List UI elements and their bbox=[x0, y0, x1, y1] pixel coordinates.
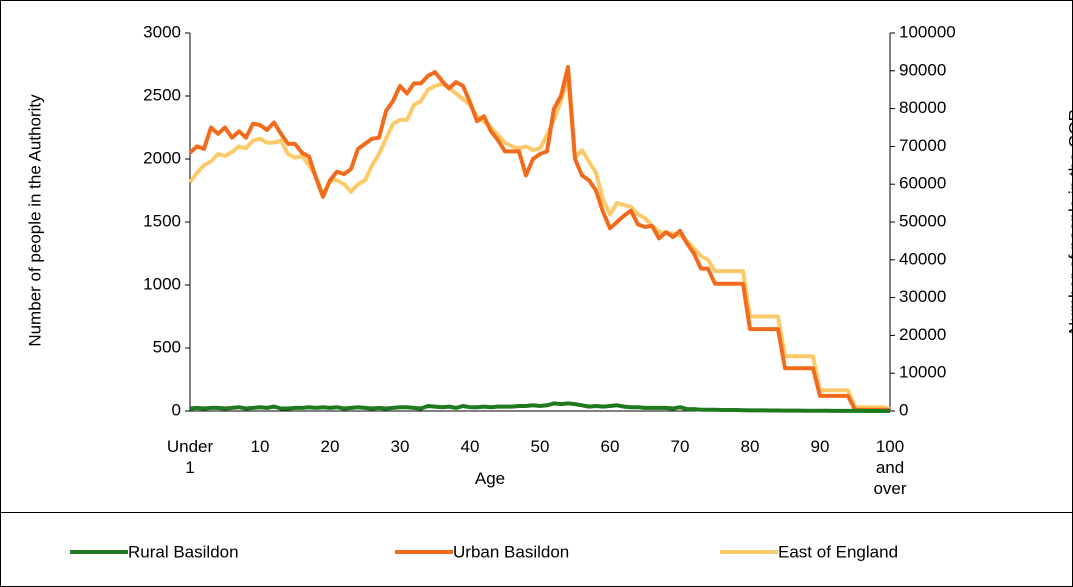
y2-tick-label: 80000 bbox=[899, 98, 946, 117]
x-tick-label: 20 bbox=[320, 437, 340, 456]
y2-tick-label: 30000 bbox=[899, 287, 946, 306]
x-tick-label: 100 and over bbox=[873, 437, 907, 498]
y-tick-label: 1500 bbox=[143, 211, 181, 230]
x-tick-label: 30 bbox=[390, 437, 410, 456]
y2-tick-label: 60000 bbox=[899, 174, 946, 193]
y2-tick-label: 100000 bbox=[899, 22, 956, 41]
y2-tick-label: 0 bbox=[899, 400, 908, 419]
y2-axis-title: Number of people in the GOR bbox=[1065, 109, 1073, 334]
x-axis-title: Age bbox=[474, 469, 506, 488]
y-axis-title: Number of people in the Authority bbox=[25, 94, 45, 347]
x-tick-label: 70 bbox=[670, 437, 690, 456]
x-tick-label: 50 bbox=[530, 437, 550, 456]
series-line bbox=[189, 401, 890, 413]
x-tick-label: 10 bbox=[250, 437, 270, 456]
legend-label: Rural Basildon bbox=[128, 542, 239, 561]
y-tick-label: 2500 bbox=[143, 85, 181, 104]
series-line bbox=[188, 65, 890, 412]
y2-tick-label: 70000 bbox=[899, 136, 946, 155]
y-tick-label: 2000 bbox=[143, 148, 181, 167]
y2-tick-label: 20000 bbox=[899, 325, 946, 344]
x-tick-label: 40 bbox=[460, 437, 480, 456]
y-tick-label: 1000 bbox=[143, 274, 181, 293]
series-line bbox=[188, 76, 891, 412]
y-tick-label: 3000 bbox=[143, 22, 181, 41]
x-tick-label: Under 1 bbox=[166, 437, 214, 477]
y-tick-label: 0 bbox=[172, 400, 181, 419]
y-tick-label: 500 bbox=[153, 337, 181, 356]
y2-tick-label: 90000 bbox=[899, 60, 946, 79]
y2-tick-label: 40000 bbox=[899, 249, 946, 268]
y2-tick-label: 50000 bbox=[899, 211, 946, 230]
x-tick-label: 80 bbox=[740, 437, 760, 456]
x-tick-label: 60 bbox=[600, 437, 620, 456]
x-tick-label: 90 bbox=[810, 437, 830, 456]
legend-label: Urban Basildon bbox=[453, 542, 569, 561]
y2-tick-label: 10000 bbox=[899, 363, 946, 382]
legend-label: East of England bbox=[778, 542, 898, 561]
